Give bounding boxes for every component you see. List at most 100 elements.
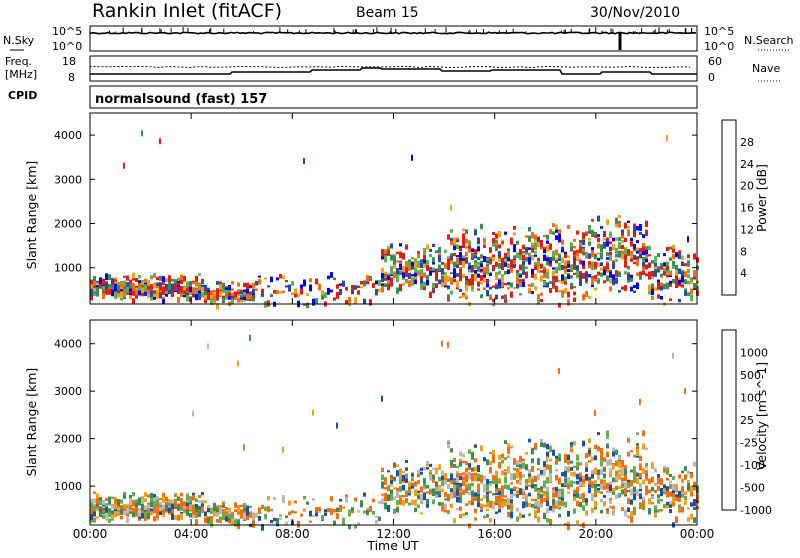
data-cell [615,477,618,481]
data-cell [591,456,594,461]
data-cell [630,255,633,259]
data-cell [519,293,522,296]
data-cell [249,285,252,288]
data-cell [603,266,606,269]
data-cell [654,509,657,513]
data-cell [579,493,582,499]
data-cell [561,497,564,501]
data-cell [642,249,645,256]
data-cell [435,481,438,488]
data-cell [141,130,143,137]
data-cell [552,250,555,256]
data-cell [129,279,132,285]
data-cell [531,248,534,253]
data-cell [150,493,153,500]
data-cell [417,480,420,484]
data-cell [186,502,189,507]
data-cell [201,292,204,298]
data-cell [600,483,603,490]
data-cell [591,261,594,269]
data-cell [180,286,183,293]
data-cell [492,493,495,496]
data-cell [507,504,510,510]
data-cell [597,279,600,284]
data-cell [540,473,543,476]
data-cell [582,263,585,270]
data-cell [636,240,639,244]
colorbar-tick-label: 12 [740,223,754,236]
data-cell [600,252,603,260]
data-cell [228,285,231,291]
data-cell [675,275,678,281]
data-cell [267,506,270,513]
data-cell [657,499,660,504]
data-cell [567,510,570,517]
data-cell [417,490,420,493]
data-cell [159,285,162,291]
data-cell [690,485,693,493]
data-cell [399,497,402,505]
data-cell [495,275,498,280]
data-cell [240,295,243,301]
data-cell [564,501,567,508]
data-cell [633,226,636,234]
data-cell [528,477,531,483]
data-cell [624,263,627,268]
data-cell [309,520,312,523]
data-cell [615,247,618,253]
data-cell [441,280,444,288]
data-cell [381,493,384,497]
data-cell [582,482,585,487]
data-cell [504,476,507,484]
data-cell [450,260,453,265]
data-cell [117,504,120,508]
data-cell [591,471,594,475]
data-cell [516,283,519,289]
data-cell [369,505,372,513]
data-cell [441,470,444,477]
data-cell [651,462,654,469]
data-cell [666,246,669,251]
data-cell [294,288,297,295]
data-cell [414,481,417,484]
data-cell [672,493,675,499]
data-cell [651,295,654,300]
data-cell [462,513,465,517]
data-cell [480,476,483,483]
data-cell [636,282,639,290]
data-cell [663,504,666,509]
data-cell [282,275,285,280]
data-cell [600,226,603,229]
data-cell [603,467,606,471]
data-cell [126,504,129,508]
data-cell [90,280,93,288]
data-cell [210,290,213,297]
data-cell [567,263,570,268]
data-cell [381,249,384,255]
data-cell [333,277,336,281]
data-cell [300,513,303,517]
data-cell [246,282,249,289]
data-cell [123,162,125,169]
data-cell [567,466,570,473]
data-cell [387,283,390,291]
data-cell [312,515,315,518]
data-cell [456,273,459,277]
data-cell [399,263,402,270]
data-cell [123,280,126,286]
data-cell [99,500,102,506]
data-cell [507,269,510,275]
data-cell [528,235,531,242]
data-cell [282,446,284,453]
data-cell [543,280,546,286]
data-cell [603,231,606,235]
data-cell [141,286,144,293]
data-cell [405,490,408,498]
data-cell [570,275,573,279]
data-cell [585,461,588,465]
data-cell [276,517,279,525]
data-cell [501,257,504,264]
data-cell [636,226,639,231]
data-cell [240,291,243,295]
data-cell [330,508,333,515]
